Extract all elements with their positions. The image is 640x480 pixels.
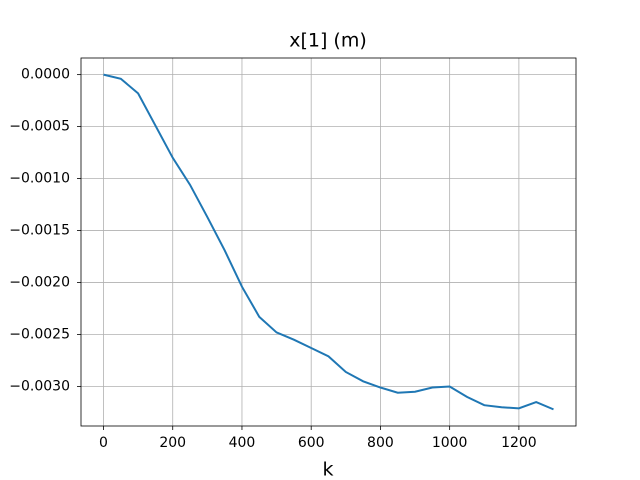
y-tick-label: −0.0015 — [9, 223, 70, 239]
data-line — [103, 73, 554, 411]
y-tick-label: −0.0025 — [9, 327, 70, 343]
x-tick-label: 1200 — [501, 435, 537, 451]
x-tick-label: 800 — [367, 435, 394, 451]
plot-frame — [80, 57, 577, 427]
y-tick-label: −0.0005 — [9, 119, 70, 135]
x-axis-label: k — [322, 459, 333, 480]
y-tick-label: −0.0030 — [9, 378, 70, 394]
x-tick-label: 0 — [99, 435, 108, 451]
chart-title: x[1] (m) — [289, 30, 367, 52]
x-tick-label: 400 — [229, 435, 256, 451]
y-tick-label: −0.0020 — [9, 275, 70, 291]
y-tick-label: −0.0010 — [9, 171, 70, 187]
x-tick-label: 1000 — [432, 435, 468, 451]
y-tick-label: 0.0000 — [21, 67, 70, 83]
x-tick-label: 600 — [298, 435, 325, 451]
x-tick-label: 200 — [159, 435, 186, 451]
